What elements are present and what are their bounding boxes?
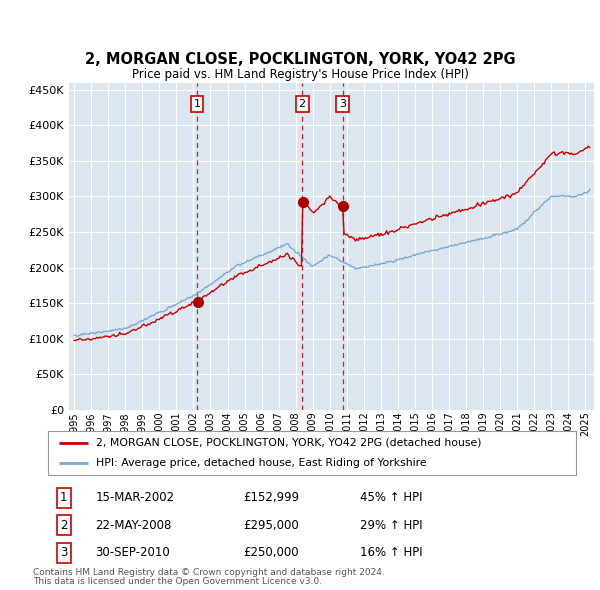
Text: HPI: Average price, detached house, East Riding of Yorkshire: HPI: Average price, detached house, East…: [95, 458, 426, 468]
Text: 15-MAR-2002: 15-MAR-2002: [95, 491, 175, 504]
Text: 2: 2: [299, 99, 306, 109]
Text: 1: 1: [194, 99, 200, 109]
Text: 1: 1: [60, 491, 68, 504]
Text: £295,000: £295,000: [244, 519, 299, 532]
Text: 2: 2: [60, 519, 68, 532]
Text: 2, MORGAN CLOSE, POCKLINGTON, YORK, YO42 2PG: 2, MORGAN CLOSE, POCKLINGTON, YORK, YO42…: [85, 51, 515, 67]
Text: 22-MAY-2008: 22-MAY-2008: [95, 519, 172, 532]
Text: 3: 3: [339, 99, 346, 109]
Text: Contains HM Land Registry data © Crown copyright and database right 2024.: Contains HM Land Registry data © Crown c…: [33, 568, 385, 576]
Text: 29% ↑ HPI: 29% ↑ HPI: [359, 519, 422, 532]
Text: £250,000: £250,000: [244, 546, 299, 559]
Text: This data is licensed under the Open Government Licence v3.0.: This data is licensed under the Open Gov…: [33, 577, 322, 586]
Text: Price paid vs. HM Land Registry's House Price Index (HPI): Price paid vs. HM Land Registry's House …: [131, 68, 469, 81]
Text: 30-SEP-2010: 30-SEP-2010: [95, 546, 170, 559]
Text: £152,999: £152,999: [244, 491, 299, 504]
Text: 3: 3: [60, 546, 68, 559]
Text: 16% ↑ HPI: 16% ↑ HPI: [359, 546, 422, 559]
Text: 2, MORGAN CLOSE, POCKLINGTON, YORK, YO42 2PG (detached house): 2, MORGAN CLOSE, POCKLINGTON, YORK, YO42…: [95, 438, 481, 448]
Text: 45% ↑ HPI: 45% ↑ HPI: [359, 491, 422, 504]
